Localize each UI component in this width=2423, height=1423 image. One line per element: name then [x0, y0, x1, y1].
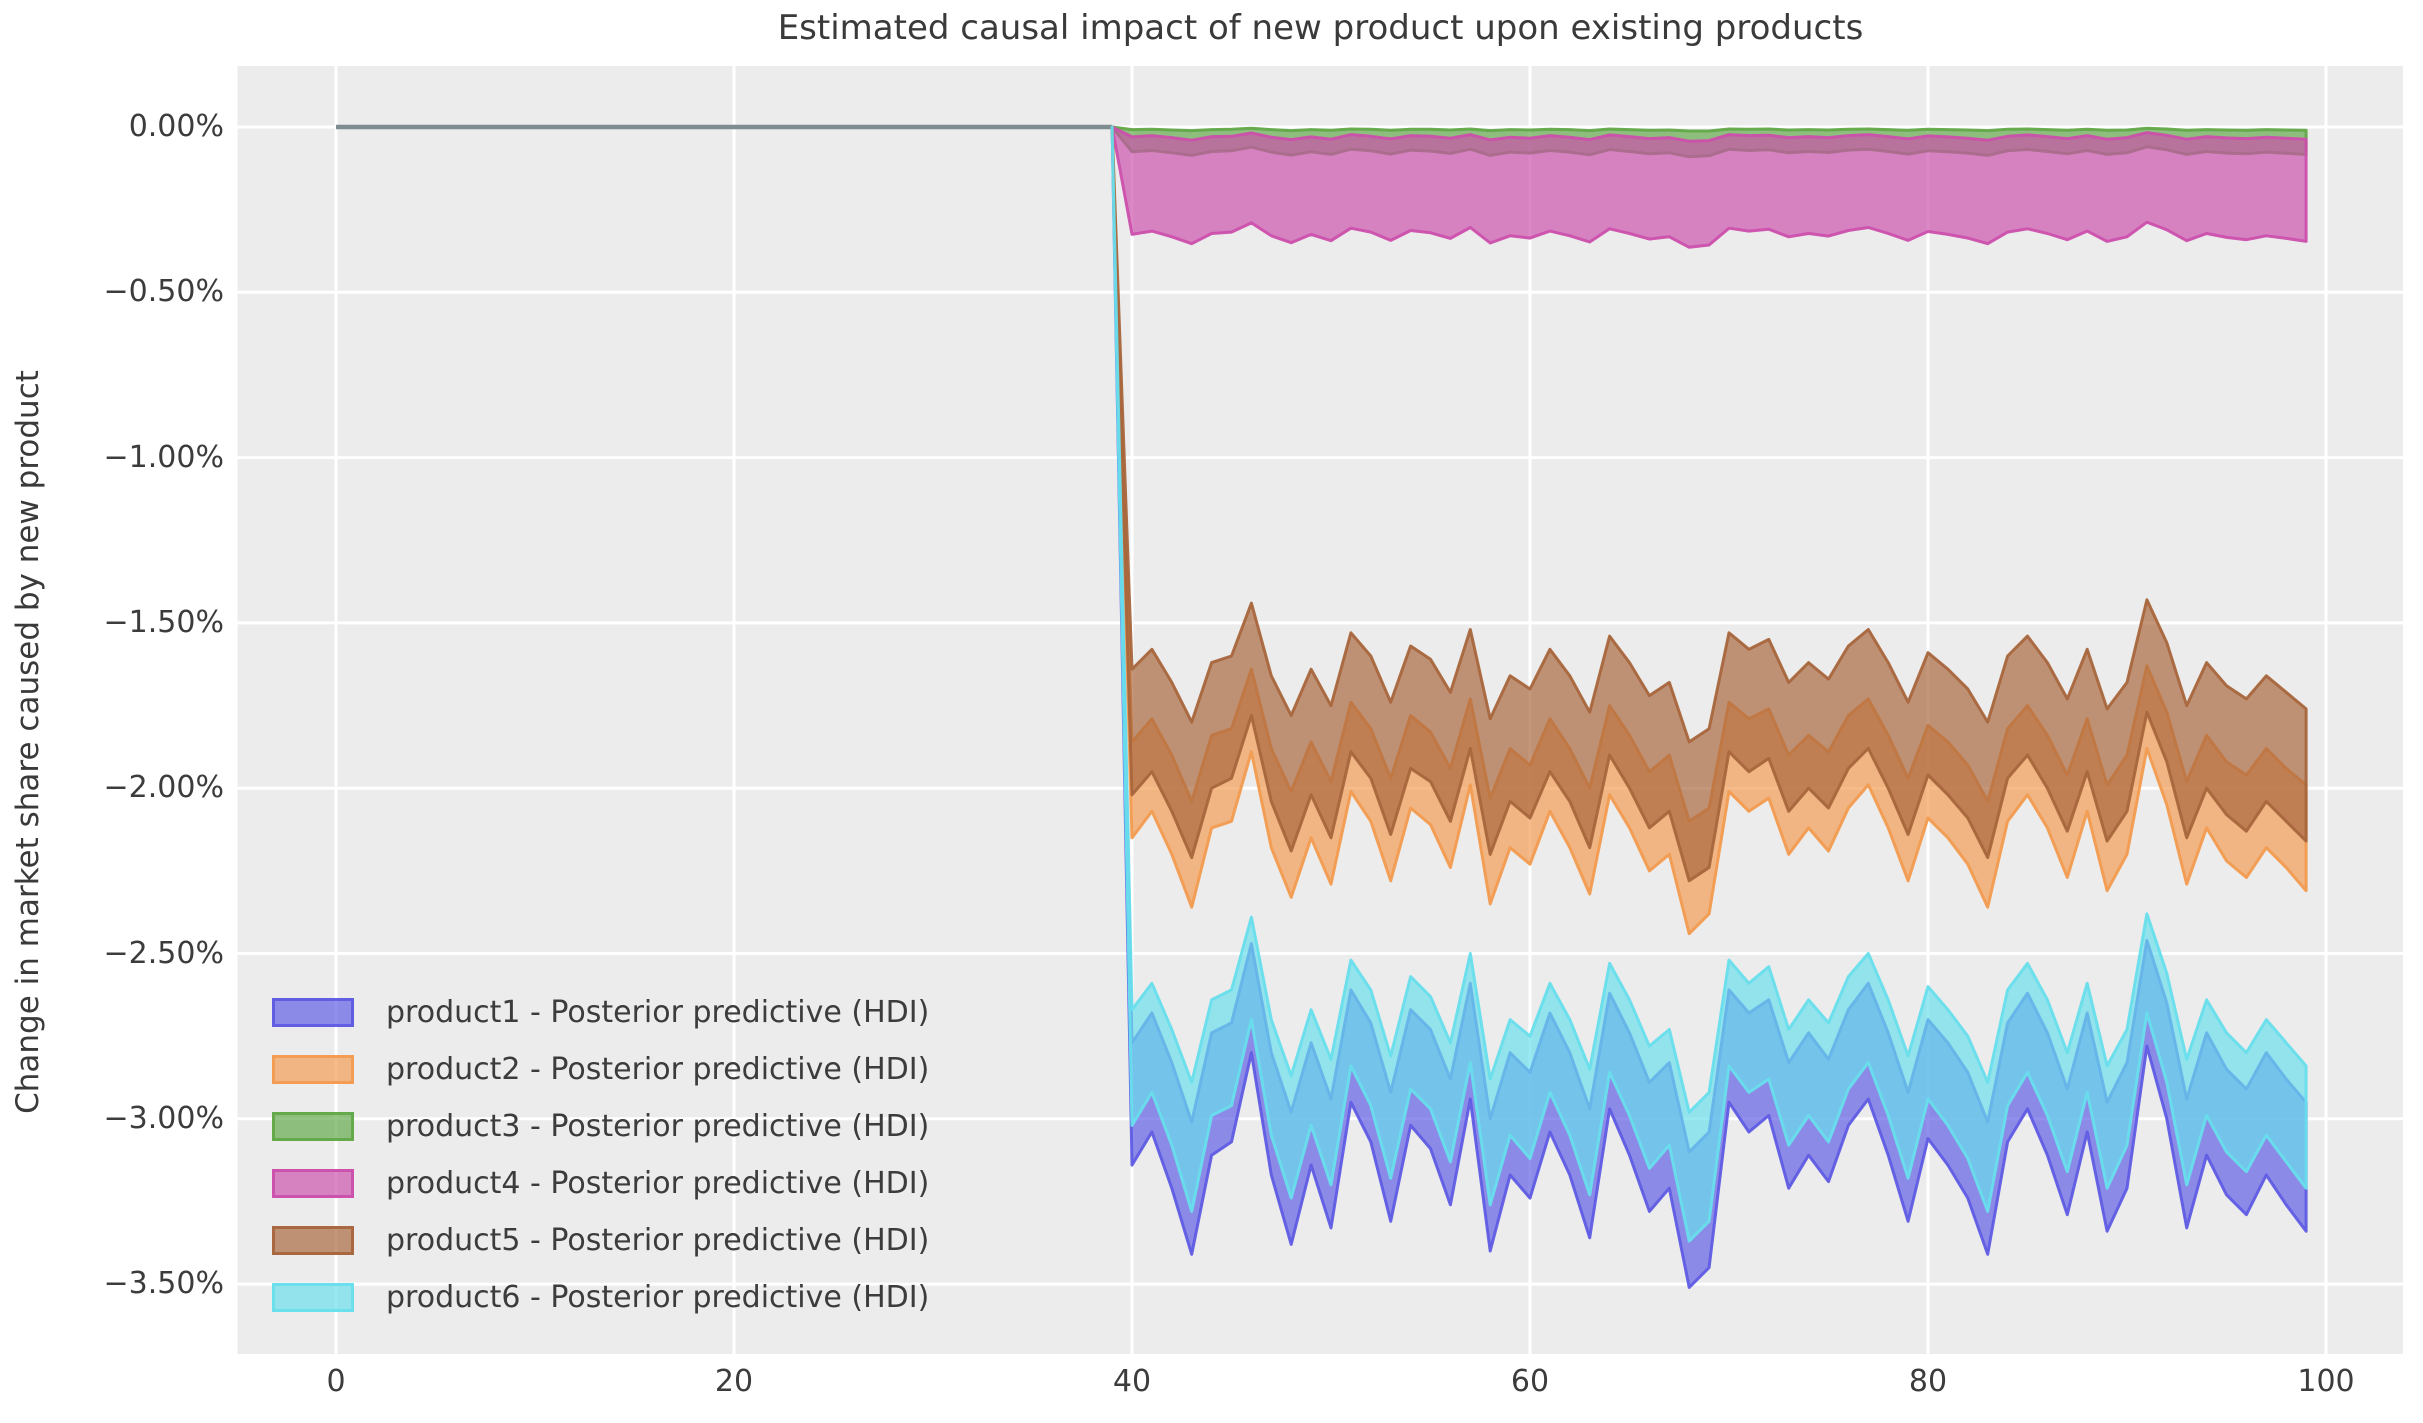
legend-item: product5 - Posterior predictive (HDI): [272, 1212, 929, 1269]
y-axis-label: Change in market share caused by new pro…: [10, 370, 46, 1114]
x-tick-label: 100: [2297, 1364, 2355, 1399]
legend-swatch-product2: [272, 1055, 354, 1084]
x-tick-label: 40: [1112, 1364, 1152, 1399]
legend-label: product6 - Posterior predictive (HDI): [386, 1280, 930, 1315]
y-tick-label: −0.50%: [103, 274, 224, 310]
y-tick-label: −2.00%: [103, 770, 224, 806]
x-tick-label: 80: [1908, 1364, 1948, 1399]
hdi-band-product6: [1110, 125, 2308, 1243]
x-tick-label: 0: [326, 1364, 346, 1399]
legend-swatch-product1: [272, 998, 354, 1027]
y-tick-label: −3.00%: [103, 1100, 224, 1136]
legend-item: product3 - Posterior predictive (HDI): [272, 1098, 929, 1155]
y-tick-label: −1.50%: [103, 604, 224, 640]
legend-label: product3 - Posterior predictive (HDI): [386, 1109, 930, 1144]
legend-item: product4 - Posterior predictive (HDI): [272, 1155, 929, 1212]
legend-swatch-product5: [272, 1226, 354, 1255]
legend-swatch-product4: [272, 1169, 354, 1198]
legend-swatch-product6: [272, 1283, 354, 1312]
legend: product1 - Posterior predictive (HDI) pro…: [272, 984, 929, 1326]
hdi-bands: [1110, 125, 2308, 1289]
legend-label: product1 - Posterior predictive (HDI): [386, 995, 930, 1030]
x-tick-label: 60: [1510, 1364, 1550, 1399]
hdi-band-product5: [1110, 125, 2308, 883]
y-tick-label: −1.00%: [103, 439, 224, 475]
legend-item: product2 - Posterior predictive (HDI): [272, 1041, 929, 1098]
legend-swatch-product3: [272, 1112, 354, 1141]
legend-label: product4 - Posterior predictive (HDI): [386, 1166, 930, 1201]
x-tick-label: 20: [714, 1364, 754, 1399]
y-tick-label: 0.00%: [128, 109, 224, 144]
y-tick-label: −3.50%: [103, 1266, 224, 1302]
legend-item: product6 - Posterior predictive (HDI): [272, 1269, 929, 1326]
legend-label: product2 - Posterior predictive (HDI): [386, 1052, 930, 1087]
hdi-band-product4: [1110, 125, 2308, 249]
y-tick-label: −2.50%: [103, 935, 224, 971]
legend-item: product1 - Posterior predictive (HDI): [272, 984, 929, 1041]
legend-label: product5 - Posterior predictive (HDI): [386, 1223, 930, 1258]
chart-title: Estimated causal impact of new product u…: [777, 8, 1864, 48]
